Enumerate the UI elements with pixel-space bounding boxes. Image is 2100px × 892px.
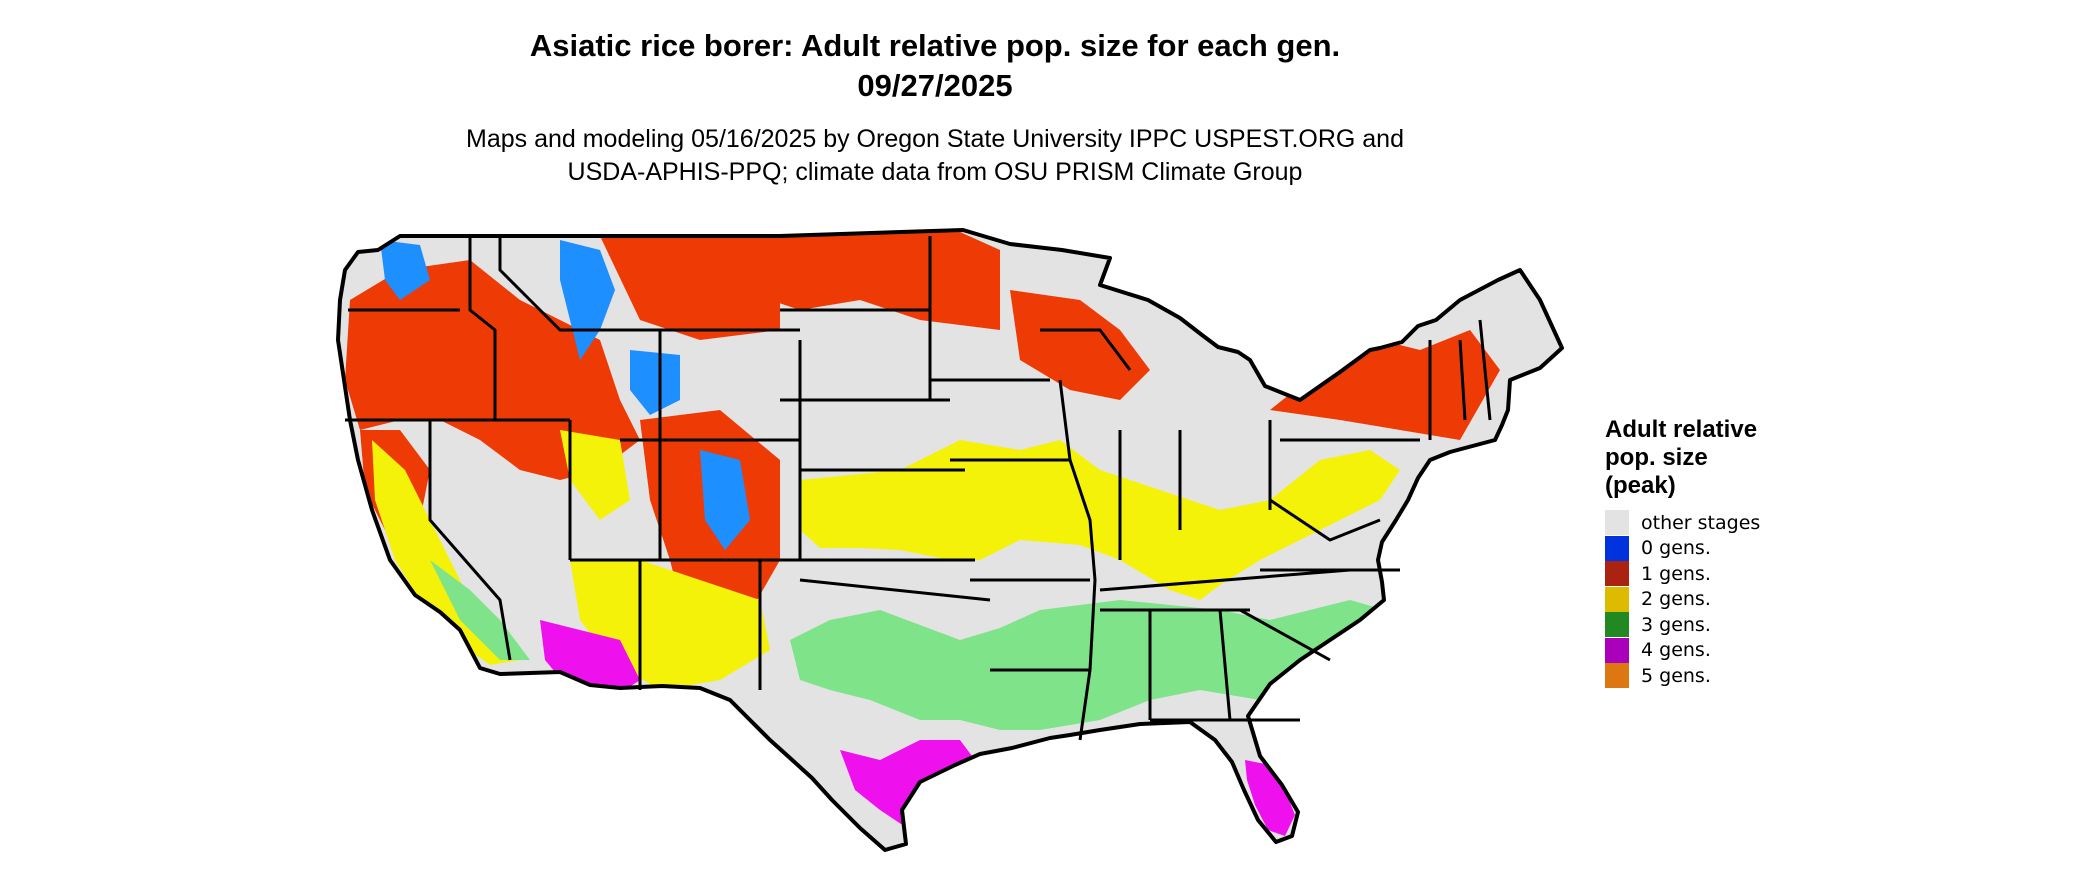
legend-title-line-3: (peak) <box>1605 472 1676 499</box>
legend-item: other stages <box>1605 510 1865 536</box>
region-zero-gen-colorado <box>700 450 750 550</box>
legend: Adult relative pop. size (peak) other st… <box>1605 416 1865 689</box>
border-id-west <box>468 236 497 420</box>
legend-swatch <box>1605 663 1629 689</box>
legend-label: 4 gens. <box>1641 639 1711 662</box>
legend-items: other stages 0 gens. 1 gens. 2 gens. 3 gens.… <box>1605 510 1865 689</box>
legend-title: Adult relative pop. size (peak) <box>1605 416 1865 500</box>
legend-item: 4 gens. <box>1605 637 1865 664</box>
legend-item: 3 gens. <box>1605 612 1865 638</box>
region-one-gen-upper-midwest <box>1010 290 1150 400</box>
legend-swatch <box>1605 535 1629 561</box>
legend-item: 5 gens. <box>1605 663 1865 689</box>
border-nv-ca <box>428 420 512 661</box>
region-one-gen-mountain <box>600 236 780 340</box>
region-one-gen-northwest <box>345 260 640 480</box>
subtitle-line-1: Maps and modeling 05/16/2025 by Oregon S… <box>466 125 1404 153</box>
border-mi-wi <box>1040 328 1132 371</box>
legend-label: 1 gens. <box>1641 562 1711 585</box>
map-date: 09/27/2025 <box>857 68 1013 103</box>
region-two-gen-california-coast <box>372 440 520 665</box>
region-two-gen-nevada-utah <box>560 430 630 520</box>
legend-swatch <box>1605 561 1629 587</box>
region-four-gen-florida <box>1245 760 1295 836</box>
border-mississippi-river <box>1058 379 1097 741</box>
state-borders <box>345 236 1492 741</box>
legend-swatch <box>1605 637 1629 663</box>
region-one-gen-northern-plains <box>770 232 1000 330</box>
legend-swatch <box>1605 612 1629 638</box>
legend-swatch <box>1605 586 1629 612</box>
border-ky-tn <box>1099 568 1351 592</box>
border-vt-nh <box>1458 339 1467 421</box>
border-nh-me <box>1478 319 1492 421</box>
us-map <box>336 228 1564 852</box>
legend-label: other stages <box>1641 511 1761 534</box>
region-one-gen-northeast <box>1270 330 1500 440</box>
border-al-ga <box>1218 609 1232 721</box>
legend-item: 1 gens. <box>1605 561 1865 587</box>
region-zero-gen-washington <box>380 240 430 300</box>
border-id-mt <box>498 236 620 332</box>
legend-item: 2 gens. <box>1605 586 1865 613</box>
subtitle-line-2: USDA-APHIS-PPQ; climate data from OSU PR… <box>567 158 1303 186</box>
region-four-gen-texas-coast <box>840 740 975 830</box>
legend-title-line-2: pop. size <box>1605 444 1708 471</box>
legend-label: 0 gens. <box>1641 537 1711 560</box>
border-ok-tx <box>799 578 991 602</box>
legend-title-line-1: Adult relative <box>1605 416 1758 443</box>
region-three-gen-south <box>790 600 1385 730</box>
legend-swatch <box>1605 510 1629 536</box>
legend-label: 2 gens. <box>1641 588 1711 611</box>
region-zero-gen-wyoming <box>630 350 680 415</box>
legend-item: 0 gens. <box>1605 535 1865 562</box>
border-va-wv <box>1269 498 1381 542</box>
legend-label: 5 gens. <box>1641 664 1711 687</box>
map-title: Asiatic rice borer: Adult relative pop. … <box>529 28 1341 63</box>
legend-label: 3 gens. <box>1641 613 1711 636</box>
